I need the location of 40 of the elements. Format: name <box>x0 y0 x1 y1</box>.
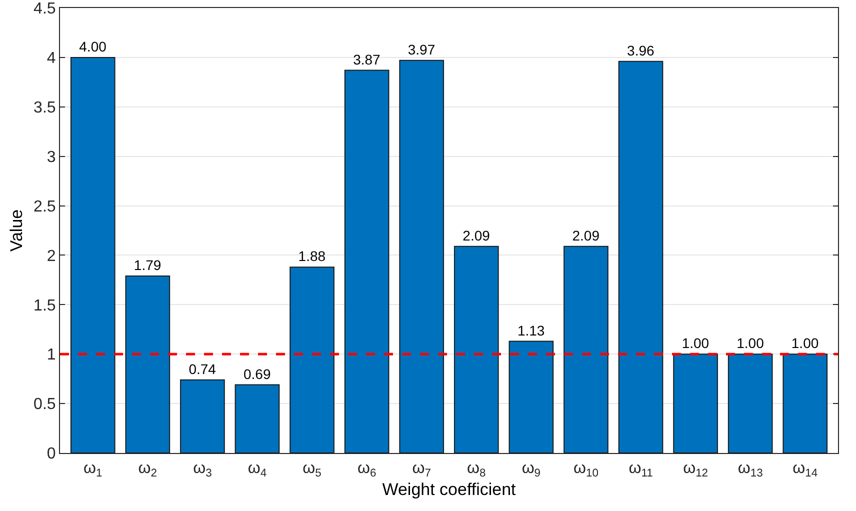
x-tick-label: ω$_{12}$ <box>683 460 708 480</box>
data-label: 1.00 <box>682 335 710 352</box>
data-label: 1.88 <box>298 248 326 264</box>
x-tick-label: ω$_{11}$ <box>628 460 653 480</box>
y-tick-label: 1 <box>46 346 56 364</box>
data-label: 2.09 <box>462 227 490 244</box>
x-tick-label: ω$_{3}$ <box>193 460 212 480</box>
x-tick-label: ω$_{14}$ <box>792 460 818 480</box>
x-tick-label: ω$_{6}$ <box>357 460 376 480</box>
x-axis-title: Weight coefficient <box>382 480 516 499</box>
y-tick-label: 2 <box>46 248 56 265</box>
data-label: 3.97 <box>408 41 436 58</box>
x-tick-label: ω$_{2}$ <box>138 460 158 480</box>
x-tick-label: ω$_{5}$ <box>302 460 322 480</box>
y-tick-label: 2.5 <box>34 198 56 216</box>
y-axis-title: Value <box>7 209 26 252</box>
x-tick-label: ω$_{10}$ <box>573 460 598 480</box>
data-label: 4.00 <box>79 38 107 54</box>
data-label: 3.96 <box>627 42 654 58</box>
x-tick-label: ω$_{9}$ <box>522 460 541 480</box>
y-tick-label: 0 <box>46 446 56 463</box>
data-label: 0.74 <box>188 360 216 377</box>
x-tick-label: ω$_{4}$ <box>248 460 267 480</box>
data-label: 3.87 <box>353 51 381 68</box>
x-tick-label: ω$_{7}$ <box>412 460 431 480</box>
data-label: 2.09 <box>572 227 600 244</box>
y-tick-label: 3 <box>46 148 56 166</box>
data-label: 1.13 <box>517 322 545 338</box>
y-tick-label: 4.5 <box>34 0 56 18</box>
x-tick-label: ω$_{13}$ <box>738 460 763 480</box>
x-tick-label: ω$_{8}$ <box>467 460 486 480</box>
y-tick-label: 3.5 <box>34 99 56 116</box>
y-tick-label: 0.5 <box>34 396 56 414</box>
y-tick-label: 1.5 <box>34 297 56 314</box>
data-label: 0.69 <box>244 366 271 382</box>
y-tick-label: 4 <box>46 50 56 68</box>
data-label: 1.00 <box>736 335 764 352</box>
data-label: 1.79 <box>134 256 162 273</box>
data-label: 1.00 <box>791 335 819 352</box>
x-tick-label: ω$_{1}$ <box>84 460 102 480</box>
